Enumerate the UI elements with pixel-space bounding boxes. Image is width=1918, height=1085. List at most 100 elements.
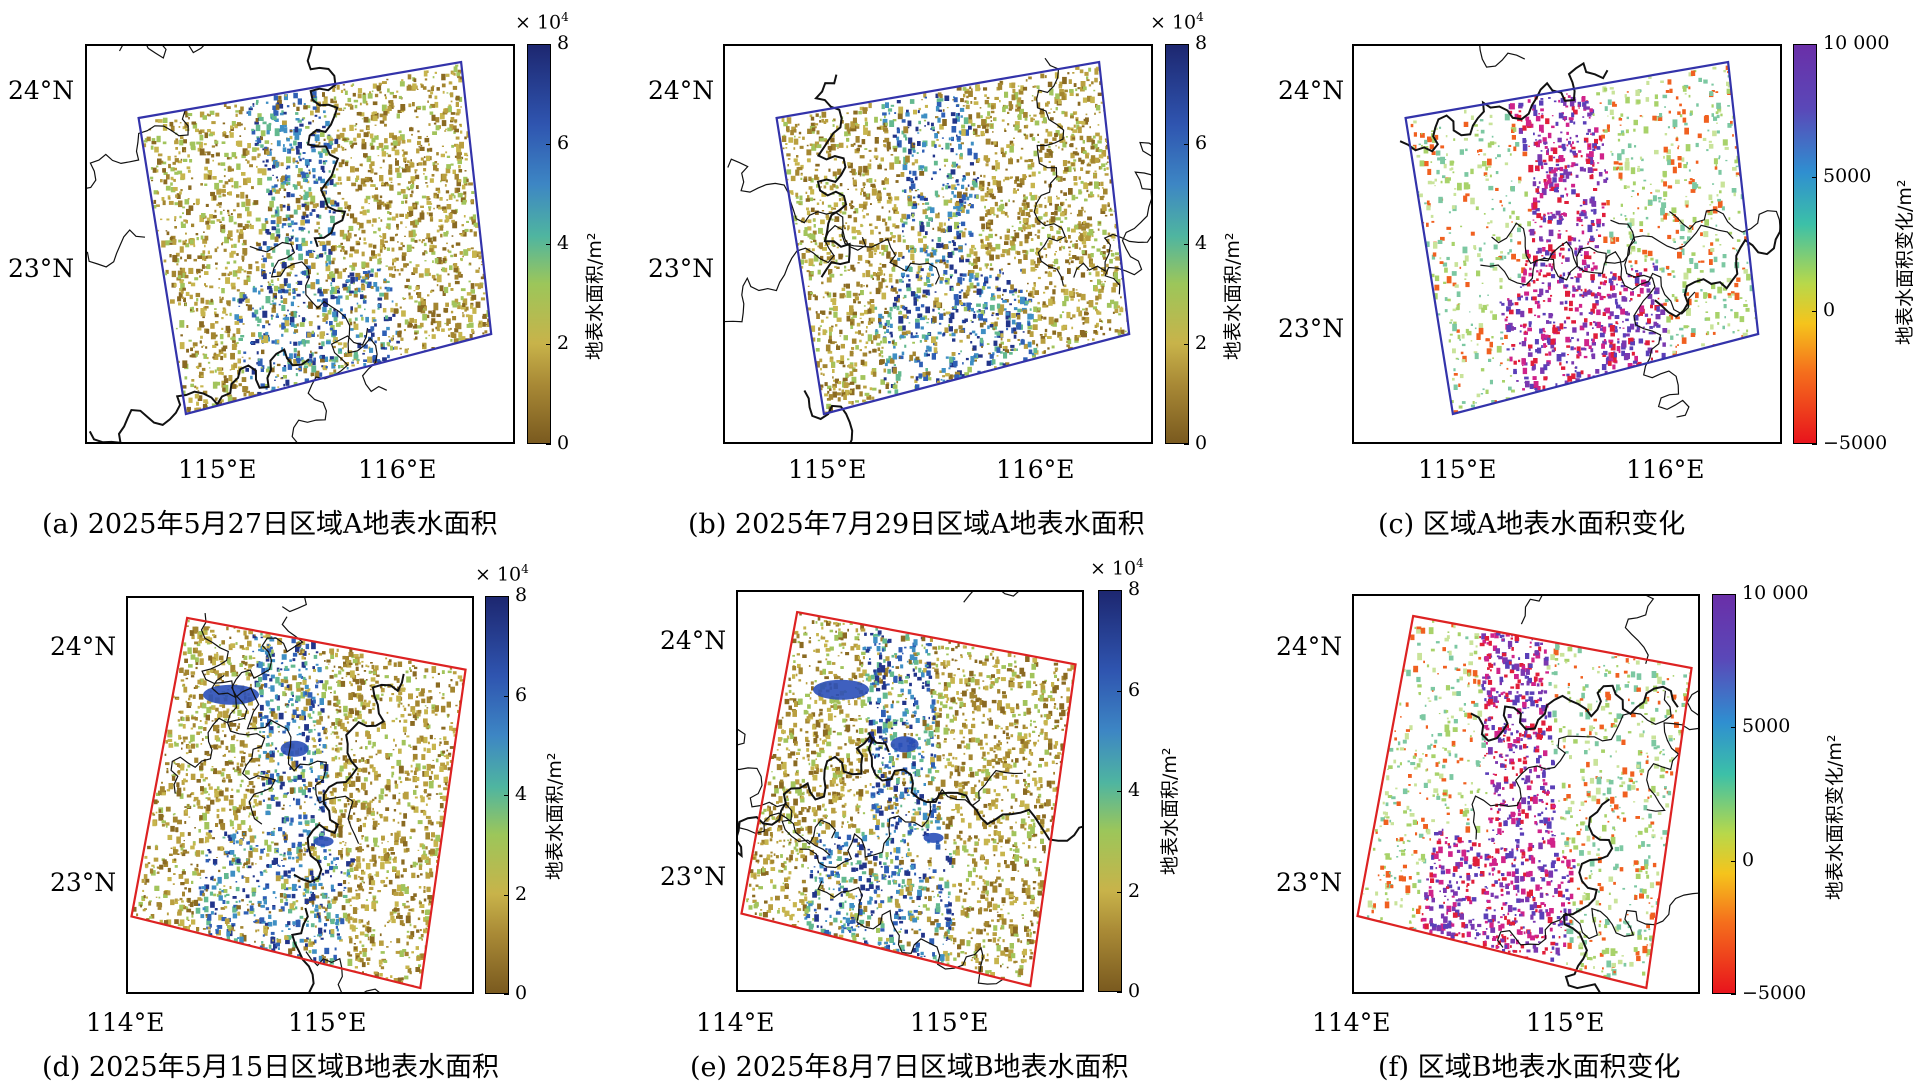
lon-label-114: 114°E (696, 1008, 775, 1037)
colorbar-tick-mark (1117, 791, 1122, 792)
map-a (85, 44, 515, 444)
colorbar-multiplier: × 104 (475, 562, 529, 586)
lat-label-24: 24°N (8, 76, 75, 105)
colorbar-multiplier: × 104 (1090, 556, 1144, 580)
lon-label-116: 116°E (1626, 455, 1705, 484)
map-canvas (725, 57, 1151, 442)
colorbar-tick-mark (546, 244, 551, 245)
colorbar (1165, 44, 1189, 444)
water-pixels (1362, 619, 1692, 988)
colorbar-tick-mark (504, 795, 509, 796)
colorbar-tick-label: 0 (1823, 298, 1836, 321)
lon-label-116: 116°E (996, 455, 1075, 484)
water-pixels (133, 619, 466, 989)
scene-footprint (137, 60, 493, 416)
water-pixels (1410, 65, 1758, 414)
lat-label-23: 23°N (1278, 314, 1345, 343)
colorbar-tick-mark (1812, 177, 1817, 179)
colorbar-tick-mark (1184, 444, 1189, 445)
colorbar-tick-label: −5000 (1742, 982, 1807, 1004)
water-pixels (143, 64, 492, 414)
colorbar-tick-label: 0 (1742, 848, 1755, 871)
colorbar-tick-label: 6 (1195, 132, 1208, 154)
caption-a: (a) 2025年5月27日区域A地表水面积 (42, 509, 498, 540)
lat-label-23: 23°N (1276, 868, 1343, 897)
map-f (1352, 594, 1700, 994)
lat-label-24: 24°N (660, 626, 727, 655)
colorbar-tick-mark (1731, 860, 1736, 862)
colorbar-label: 地表水面积变化/m² (1824, 734, 1846, 900)
map-d (126, 596, 474, 994)
colorbar-tick-label: 8 (1128, 578, 1141, 600)
colorbar-tick-label: 4 (557, 232, 570, 254)
colorbar-tick-mark (546, 144, 551, 145)
colorbar-tick-label: 8 (515, 584, 528, 606)
lon-label-115: 115°E (288, 1008, 367, 1037)
lon-label-115: 115°E (178, 455, 257, 484)
colorbar-tick-label: 2 (1128, 879, 1141, 902)
admin-boundaries (738, 592, 1082, 985)
lat-label-23: 23°N (8, 254, 75, 283)
caption-f: (f) 区域B地表水面积变化 (1378, 1052, 1681, 1083)
colorbar-tick-label: 2 (515, 882, 528, 905)
colorbar-tick-label: 5000 (1823, 165, 1872, 188)
colorbar-label: 地表水面积/m² (544, 752, 566, 880)
admin-boundaries (1399, 46, 1780, 418)
lon-label-114: 114°E (86, 1008, 165, 1037)
colorbar-tick-mark (1184, 244, 1189, 245)
colorbar-tick-mark (1184, 44, 1189, 45)
colorbar-tick-mark (1117, 992, 1122, 993)
colorbar-tick-mark (1731, 994, 1736, 995)
caption-e: (e) 2025年8月7日区域B地表水面积 (690, 1052, 1129, 1083)
colorbar-multiplier: × 104 (515, 10, 569, 34)
admin-boundaries (1470, 596, 1698, 992)
colorbar-tick-mark (504, 695, 509, 697)
scene-footprint (1356, 614, 1693, 990)
lon-label-114: 114°E (1312, 1008, 1391, 1037)
scene-footprint (775, 60, 1131, 416)
colorbar-tick-label: 0 (1195, 432, 1208, 454)
map-canvas (1356, 596, 1698, 992)
caption-d: (d) 2025年5月15日区域B地表水面积 (42, 1052, 500, 1083)
colorbar-tick-mark (1184, 344, 1189, 345)
colorbar-tick-label: −5000 (1823, 432, 1888, 454)
admin-boundaries (725, 57, 1151, 442)
map-canvas (130, 598, 467, 992)
colorbar-tick-mark (504, 894, 509, 896)
colorbar-tick-label: 8 (557, 32, 570, 54)
lat-label-24: 24°N (1276, 632, 1343, 661)
lon-label-115: 115°E (1418, 455, 1497, 484)
colorbar-tick-mark (504, 994, 509, 995)
scene-footprint (130, 616, 467, 990)
scene-footprint (1404, 60, 1760, 416)
colorbar-tick-label: 10 000 (1823, 32, 1890, 54)
colorbar-tick-mark (1812, 44, 1817, 45)
scene-footprint (740, 610, 1077, 988)
map-e (736, 590, 1084, 992)
colorbar-tick-label: 0 (557, 432, 570, 454)
colorbar-tick-label: 6 (557, 132, 570, 154)
colorbar-tick-label: 10 000 (1742, 582, 1809, 604)
colorbar-tick-label: 2 (557, 332, 570, 354)
colorbar-tick-mark (1184, 144, 1189, 145)
colorbar-multiplier: × 104 (1150, 10, 1204, 34)
lat-label-24: 24°N (1278, 76, 1345, 105)
lat-label-24: 24°N (648, 76, 715, 105)
colorbar-tick-mark (546, 444, 551, 445)
colorbar-tick-mark (1812, 310, 1817, 312)
colorbar-tick-mark (546, 344, 551, 345)
colorbar-tick-label: 0 (515, 982, 528, 1004)
colorbar-tick-mark (1731, 594, 1736, 595)
colorbar-tick-label: 6 (515, 683, 528, 706)
colorbar-tick-mark (1812, 444, 1817, 445)
lon-label-115: 115°E (1526, 1008, 1605, 1037)
colorbar-tick-mark (1117, 891, 1122, 893)
colorbar-tick-mark (1117, 690, 1122, 692)
colorbar-tick-label: 5000 (1742, 715, 1791, 738)
colorbar-label: 地表水面积/m² (584, 232, 606, 360)
lat-label-24: 24°N (50, 632, 117, 661)
colorbar-label: 地表水面积变化/m² (1894, 179, 1916, 345)
map-canvas (87, 46, 493, 442)
colorbar-tick-mark (504, 596, 509, 597)
water-pixels (746, 613, 1076, 986)
